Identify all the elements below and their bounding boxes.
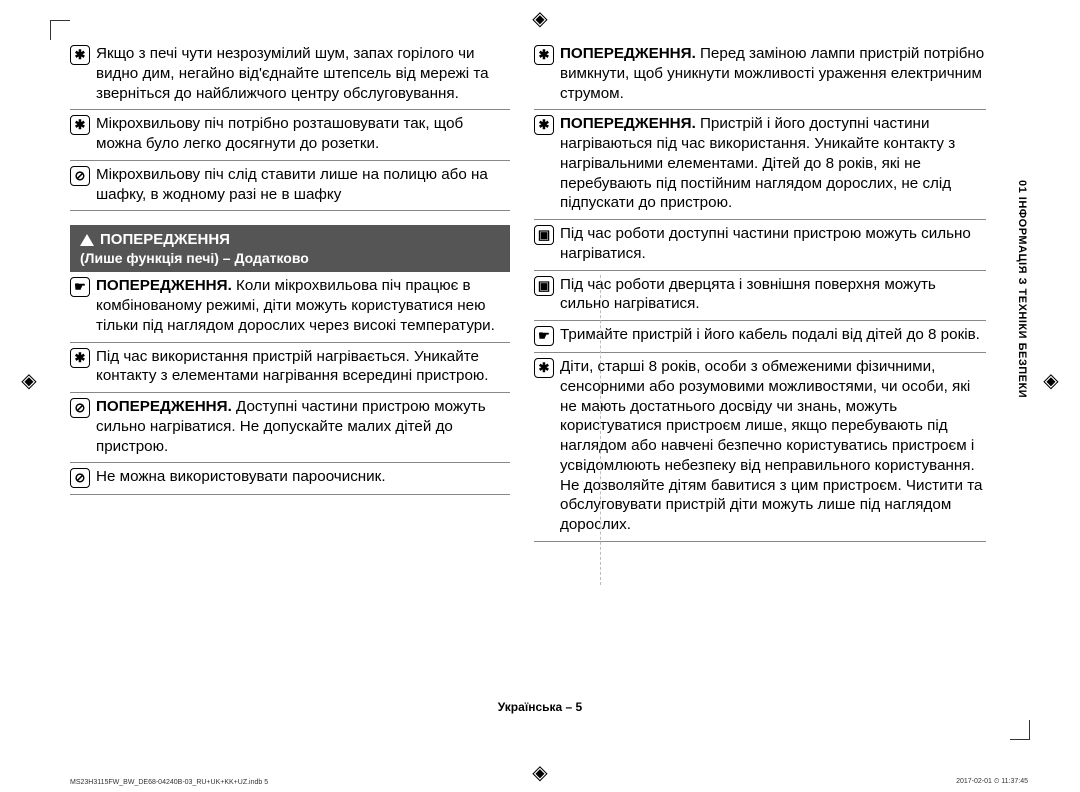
content-row: ☛Тримайте пристрій і його кабель подалі …	[534, 321, 986, 353]
left-column: ✱Якщо з печі чути незрозумілий шум, запа…	[70, 40, 510, 542]
page-footer: Українська – 5	[70, 700, 1010, 714]
hot-icon: ▣	[534, 275, 560, 296]
row-text: Під час використання пристрій нагріваєть…	[96, 347, 510, 387]
warning-subtitle: (Лише функція печі) – Додатково	[80, 250, 500, 266]
warning-title: ПОПЕРЕДЖЕННЯ	[100, 231, 230, 248]
content-row: ⊘ПОПЕРЕДЖЕННЯ. Доступні частини пристрою…	[70, 393, 510, 463]
prohibit-icon: ⊘	[70, 165, 96, 186]
prohibit-icon: ⊘	[70, 467, 96, 488]
hand-icon: ☛	[70, 276, 96, 297]
row-text: Мікрохвильову піч потрібно розташовувати…	[96, 114, 510, 154]
star-icon: ✱	[534, 44, 560, 65]
registration-mark-icon: ◈	[18, 370, 40, 392]
warning-triangle-icon	[80, 234, 94, 246]
print-timestamp: 2017-02-01 ⏲ 11:37:45	[956, 778, 1028, 786]
star-icon: ✱	[70, 347, 96, 368]
page-content: ✱Якщо з печі чути незрозумілий шум, запа…	[70, 40, 1010, 740]
row-text: Під час роботи доступні частини пристрою…	[560, 224, 986, 264]
row-text: Мікрохвильову піч слід ставити лише на п…	[96, 165, 510, 205]
content-row: ⊘Не можна використовувати пароочисник.	[70, 463, 510, 495]
row-text: Не можна використовувати пароочисник.	[96, 467, 510, 487]
row-text: ПОПЕРЕДЖЕННЯ. Пристрій і його доступні ч…	[560, 114, 986, 213]
content-row: ▣Під час роботи доступні частини пристро…	[534, 220, 986, 271]
content-row: ⊘Мікрохвильову піч слід ставити лише на …	[70, 161, 510, 212]
registration-mark-icon: ◈	[1040, 370, 1062, 392]
star-icon: ✱	[70, 44, 96, 65]
row-text: Якщо з печі чути незрозумілий шум, запах…	[96, 44, 510, 103]
prohibit-icon: ⊘	[70, 397, 96, 418]
row-text: ПОПЕРЕДЖЕННЯ. Коли мікрохвильова піч пра…	[96, 276, 510, 335]
content-row: ✱Мікрохвильову піч потрібно розташовуват…	[70, 110, 510, 161]
row-text: ПОПЕРЕДЖЕННЯ. Доступні частини пристрою …	[96, 397, 510, 456]
row-text: ПОПЕРЕДЖЕННЯ. Перед заміною лампи пристр…	[560, 44, 986, 103]
star-icon: ✱	[534, 357, 560, 378]
content-row: ☛ПОПЕРЕДЖЕННЯ. Коли мікрохвильова піч пр…	[70, 272, 510, 342]
hand-icon: ☛	[534, 325, 560, 346]
star-icon: ✱	[70, 114, 96, 135]
row-text: Діти, старші 8 років, особи з обмеженими…	[560, 357, 986, 535]
hot-icon: ▣	[534, 224, 560, 245]
content-row: ✱ПОПЕРЕДЖЕННЯ. Пристрій і його доступні …	[534, 110, 986, 220]
content-row: ✱Діти, старші 8 років, особи з обмеженим…	[534, 353, 986, 542]
content-row: ✱ПОПЕРЕДЖЕННЯ. Перед заміною лампи прист…	[534, 40, 986, 110]
star-icon: ✱	[534, 114, 560, 135]
row-text: Під час роботи дверцята і зовнішня повер…	[560, 275, 986, 315]
side-section-label: 01 ІНФОРМАЦІЯ З ТЕХНІКИ БЕЗПЕКИ	[1016, 180, 1028, 398]
print-filename: MS23H3115FW_BW_DE68-04240B-03_RU+UK+KK+U…	[70, 779, 268, 786]
content-row: ✱Якщо з печі чути незрозумілий шум, запа…	[70, 40, 510, 110]
right-column: ✱ПОПЕРЕДЖЕННЯ. Перед заміною лампи прист…	[534, 40, 986, 542]
registration-mark-icon: ◈	[529, 762, 551, 784]
registration-mark-icon: ◈	[529, 8, 551, 30]
row-text: Тримайте пристрій і його кабель подалі в…	[560, 325, 986, 345]
content-row: ▣Під час роботи дверцята і зовнішня пове…	[534, 271, 986, 322]
content-row: ✱Під час використання пристрій нагріваєт…	[70, 343, 510, 394]
warning-header: ПОПЕРЕДЖЕННЯ (Лише функція печі) – Додат…	[70, 225, 510, 272]
